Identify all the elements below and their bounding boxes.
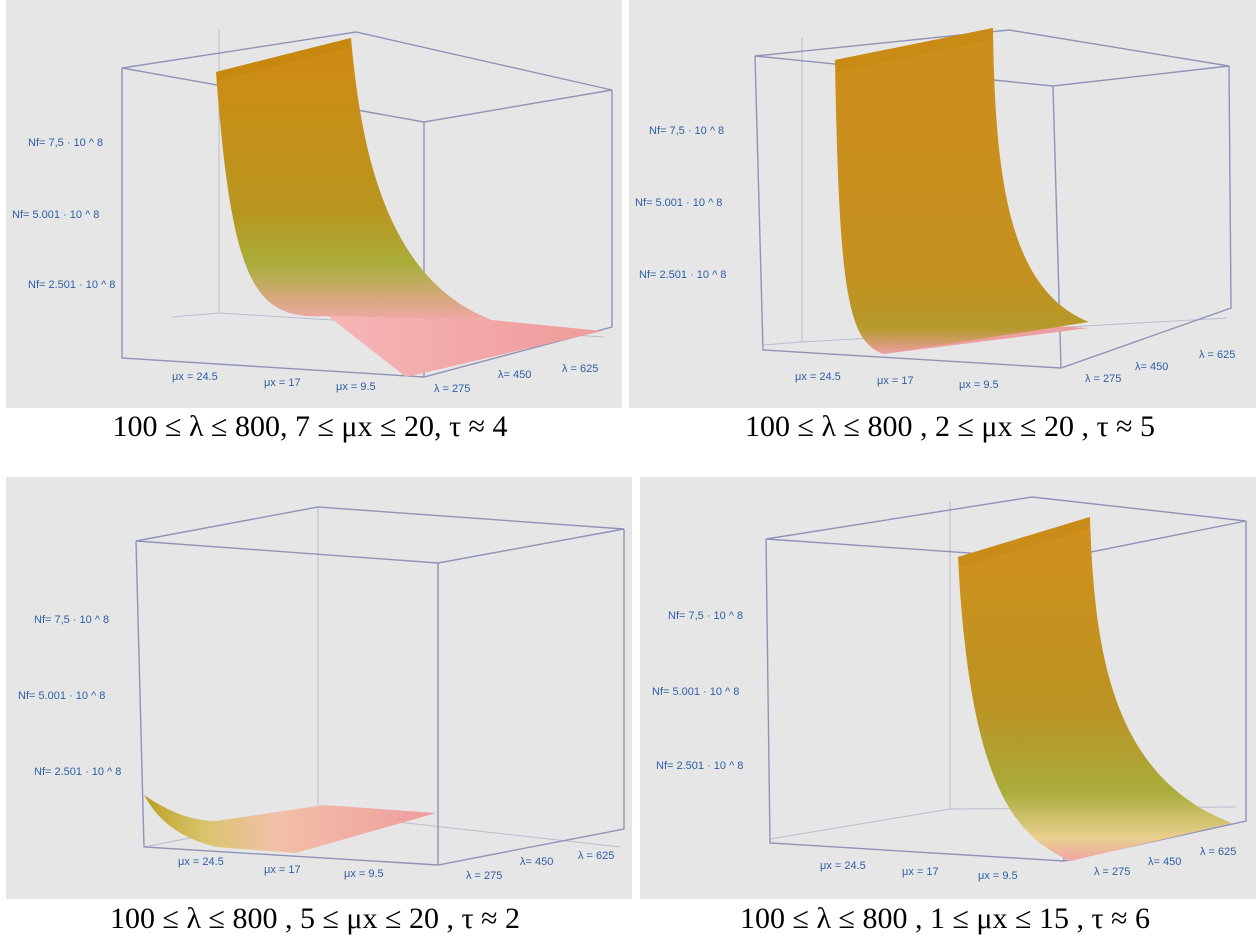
z-tick-label: Nf= 5.001 · 10 ^ 8 [652,686,739,698]
z-tick-label: Nf= 2.501 · 10 ^ 8 [28,279,115,291]
surface-plot-1: Nf= 7,5 · 10 ^ 8 Nf= 5.001 · 10 ^ 8 Nf= … [12,30,613,395]
surface-ridge [958,517,1090,567]
y-tick-label: λ = 625 [1199,349,1235,361]
surface-floor [328,316,602,377]
surface-wall [835,28,1089,354]
plot-panel-1: Nf= 7,5 · 10 ^ 8 Nf= 5.001 · 10 ^ 8 Nf= … [6,0,622,408]
y-tick-label: λ = 625 [562,363,598,375]
y-tick-label: λ = 275 [1094,866,1130,878]
y-tick-label: λ = 275 [466,870,502,882]
x-tick-label: μx = 9.5 [978,870,1018,882]
plot-panel-4: Nf= 7,5 · 10 ^ 8 Nf= 5.001 · 10 ^ 8 Nf= … [640,477,1256,899]
surface-wall [958,517,1232,861]
y-tick-label: λ = 625 [578,850,614,862]
z-tick-label: Nf= 5.001 · 10 ^ 8 [12,209,99,221]
caption-3: 100 ≤ λ ≤ 800 , 5 ≤ μx ≤ 20 , τ ≈ 2 [109,902,520,935]
surface-plot-4: Nf= 7,5 · 10 ^ 8 Nf= 5.001 · 10 ^ 8 Nf= … [652,496,1247,882]
surface-ridge [835,28,993,72]
plot-panel-3: Nf= 7,5 · 10 ^ 8 Nf= 5.001 · 10 ^ 8 Nf= … [6,477,632,899]
x-tick-label: μx = 24.5 [172,371,218,383]
x-tick-label: μx = 9.5 [336,381,376,393]
y-tick-label: λ = 625 [1200,846,1236,858]
z-tick-label: Nf= 2.501 · 10 ^ 8 [639,269,726,281]
y-tick-label: λ= 450 [1148,856,1181,868]
y-tick-label: λ = 275 [1085,373,1121,385]
surface-ridge [216,38,351,80]
caption-1: 100 ≤ λ ≤ 800, 7 ≤ μx ≤ 20, τ ≈ 4 [112,410,508,443]
x-tick-label: μx = 24.5 [795,371,841,383]
z-tick-label: Nf= 2.501 · 10 ^ 8 [34,766,121,778]
box-top [135,506,625,564]
x-tick-label: μx = 9.5 [959,379,999,391]
caption-4: 100 ≤ λ ≤ 800 , 1 ≤ μx ≤ 15 , τ ≈ 6 [739,902,1150,935]
z-tick-label: Nf= 7,5 · 10 ^ 8 [28,137,103,149]
x-tick-label: μx = 17 [264,864,301,876]
caption-2: 100 ≤ λ ≤ 800 , 2 ≤ μx ≤ 20 , τ ≈ 5 [744,410,1155,443]
plot-panel-2: Nf= 7,5 · 10 ^ 8 Nf= 5.001 · 10 ^ 8 Nf= … [629,0,1256,408]
y-tick-label: λ= 450 [498,369,531,381]
x-tick-label: μx = 17 [264,377,301,389]
surface-wall [216,38,492,320]
y-tick-label: λ = 275 [434,383,470,395]
surface-floor [144,795,436,853]
surface-plot-3: Nf= 7,5 · 10 ^ 8 Nf= 5.001 · 10 ^ 8 Nf= … [18,506,625,882]
x-tick-label: μx = 24.5 [178,856,224,868]
z-tick-label: Nf= 2.501 · 10 ^ 8 [656,760,743,772]
z-tick-label: Nf= 5.001 · 10 ^ 8 [635,197,722,209]
box-top [121,31,613,123]
x-tick-label: μx = 17 [877,375,914,387]
y-tick-label: λ= 450 [520,856,553,868]
x-tick-label: μx = 9.5 [344,868,384,880]
y-tick-label: λ= 450 [1135,361,1168,373]
z-tick-label: Nf= 7,5 · 10 ^ 8 [649,125,724,137]
z-tick-label: Nf= 7,5 · 10 ^ 8 [34,614,109,626]
x-tick-label: μx = 17 [902,866,939,878]
z-tick-label: Nf= 7,5 · 10 ^ 8 [668,610,743,622]
x-tick-label: μx = 24.5 [820,860,866,872]
z-tick-label: Nf= 5.001 · 10 ^ 8 [18,690,105,702]
surface-plot-2: Nf= 7,5 · 10 ^ 8 Nf= 5.001 · 10 ^ 8 Nf= … [635,28,1235,391]
